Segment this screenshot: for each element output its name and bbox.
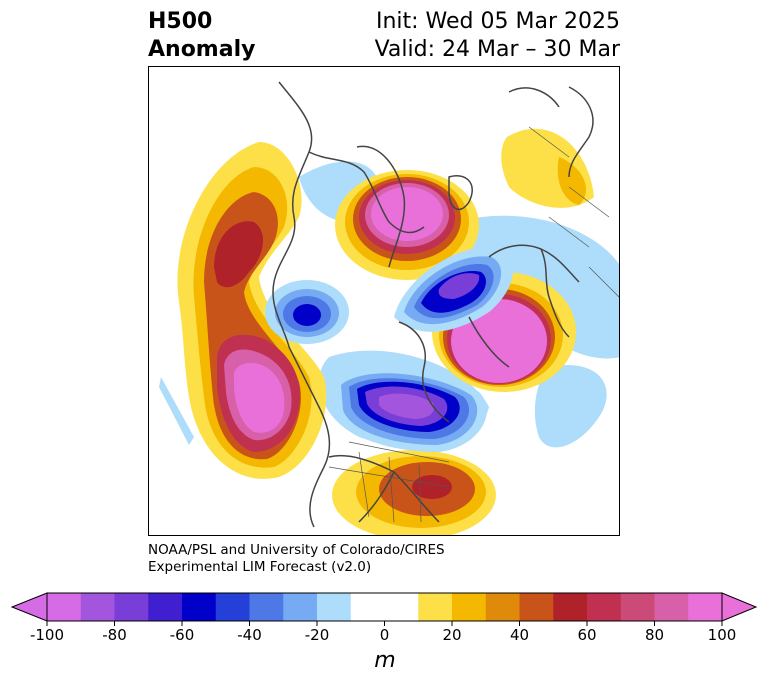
colorbar-tick-label: 100 [707,626,737,644]
anomaly-neg-scand-80 [438,273,480,299]
coastlines [272,81,594,528]
colorbar-segment [317,593,352,621]
map-svg [159,81,619,535]
colorbar-segment [553,593,588,621]
colorbar-segment [350,593,385,621]
anomaly-pos-siberia-inner [557,157,587,205]
colorbar-segment [519,593,554,621]
colorbar-tick-label: -60 [169,626,195,644]
anomaly-pos-greenland-100 [371,187,443,241]
colorbar-segment [485,593,520,621]
colorbar-segment [452,593,487,621]
anomaly-neg-canada-100 [379,393,435,419]
colorbar-segment [587,593,622,621]
colorbar-tick-label: -40 [237,626,262,644]
colorbar-tick-label: 80 [644,626,665,644]
init-date: Init: Wed 05 Mar 2025 [375,9,620,34]
colorbar-tick-label: 40 [509,626,530,644]
title-field: Anomaly [148,37,256,62]
colorbar-segment [620,593,655,621]
colorbar-segment [215,593,250,621]
colorbar-segment [182,593,217,621]
colorbar-tick-label: 20 [442,626,462,644]
colorbar-segment [688,593,723,621]
colorbar-unit: m [374,648,396,673]
colorbar-segment [418,593,453,621]
political-borders [328,126,619,523]
colorbar-segment [283,593,318,621]
colorbar-tick-label: -20 [304,626,330,644]
colorbar-extend-max [721,592,758,622]
colorbar-segment [80,593,115,621]
anomaly-neg-pacific-sliver [159,377,194,445]
colorbar-segment [114,593,149,621]
colorbar-tick-label: -100 [29,626,65,644]
credit-line-1: NOAA/PSL and University of Colorado/CIRE… [148,542,445,558]
colorbar-tick-label: 60 [577,626,597,644]
polar-map [148,66,620,536]
colorbar-segment [654,593,689,621]
colorbar-segment [384,593,419,621]
colorbar-tick-label: 0 [379,626,390,644]
colorbar-extend-min [10,592,48,622]
anomaly-pos-pacific-100 [234,362,285,433]
anomaly-pos-pacific-alaska-60 [214,221,264,288]
title-block-right: Init: Wed 05 Mar 2025 Valid: 24 Mar – 30… [375,8,620,64]
colorbar-segment [148,593,183,621]
credit-line-2: Experimental LIM Forecast (v2.0) [148,559,372,575]
valid-range: Valid: 24 Mar – 30 Mar [374,37,620,62]
credit-text: NOAA/PSL and University of Colorado/CIRE… [148,542,445,576]
colorbar [10,592,758,626]
colorbar-segments [10,592,758,626]
anomaly-pos-gulf-60 [412,475,452,499]
anomaly-neg-bering-60 [293,304,321,326]
colorbar-segment [249,593,284,621]
title-block-left: H500 Anomaly [148,8,255,64]
colorbar-segment [47,593,82,621]
title-variable: H500 [148,9,213,34]
colorbar-tick-label: -80 [102,626,127,644]
anomaly-neg-atlantic-tail [534,365,607,448]
